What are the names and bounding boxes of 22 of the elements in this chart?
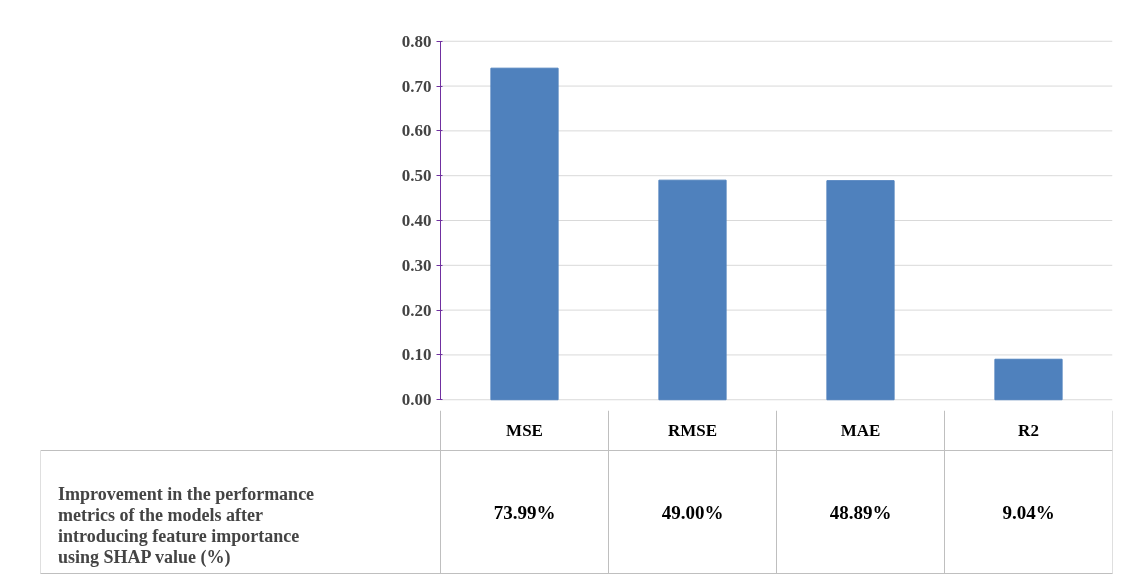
data-label: 48.89% [829,502,892,523]
y-tick-label: 0.70 [401,76,432,96]
bar [490,67,559,401]
bar [826,180,895,401]
y-tick-label: 0.10 [401,345,432,365]
x-tick-label: R2 [1018,421,1039,440]
x-tick-label: MAE [840,421,881,440]
y-tick-label: 0.30 [401,255,432,275]
x-tick-label: MSE [506,421,543,440]
bar [658,179,727,401]
data-label: 73.99% [493,502,556,523]
text: Improvement in the performance metrics of the models after introducing feature importance using SHAP value (%) [58,484,315,568]
y-tick-label: 0.60 [401,121,432,141]
y-tick-label: 0.00 [401,390,432,410]
y-tick-label: 0.40 [401,211,432,230]
bar [994,358,1063,401]
data-label: 9.04% [1002,502,1055,523]
y-tick-label: 0.50 [401,166,432,186]
y-tick-label: 0.20 [401,300,432,320]
x-tick-label: RMSE [667,421,718,440]
data-label: 49.00% [661,502,724,523]
y-tick-label: 0.80 [401,31,432,51]
